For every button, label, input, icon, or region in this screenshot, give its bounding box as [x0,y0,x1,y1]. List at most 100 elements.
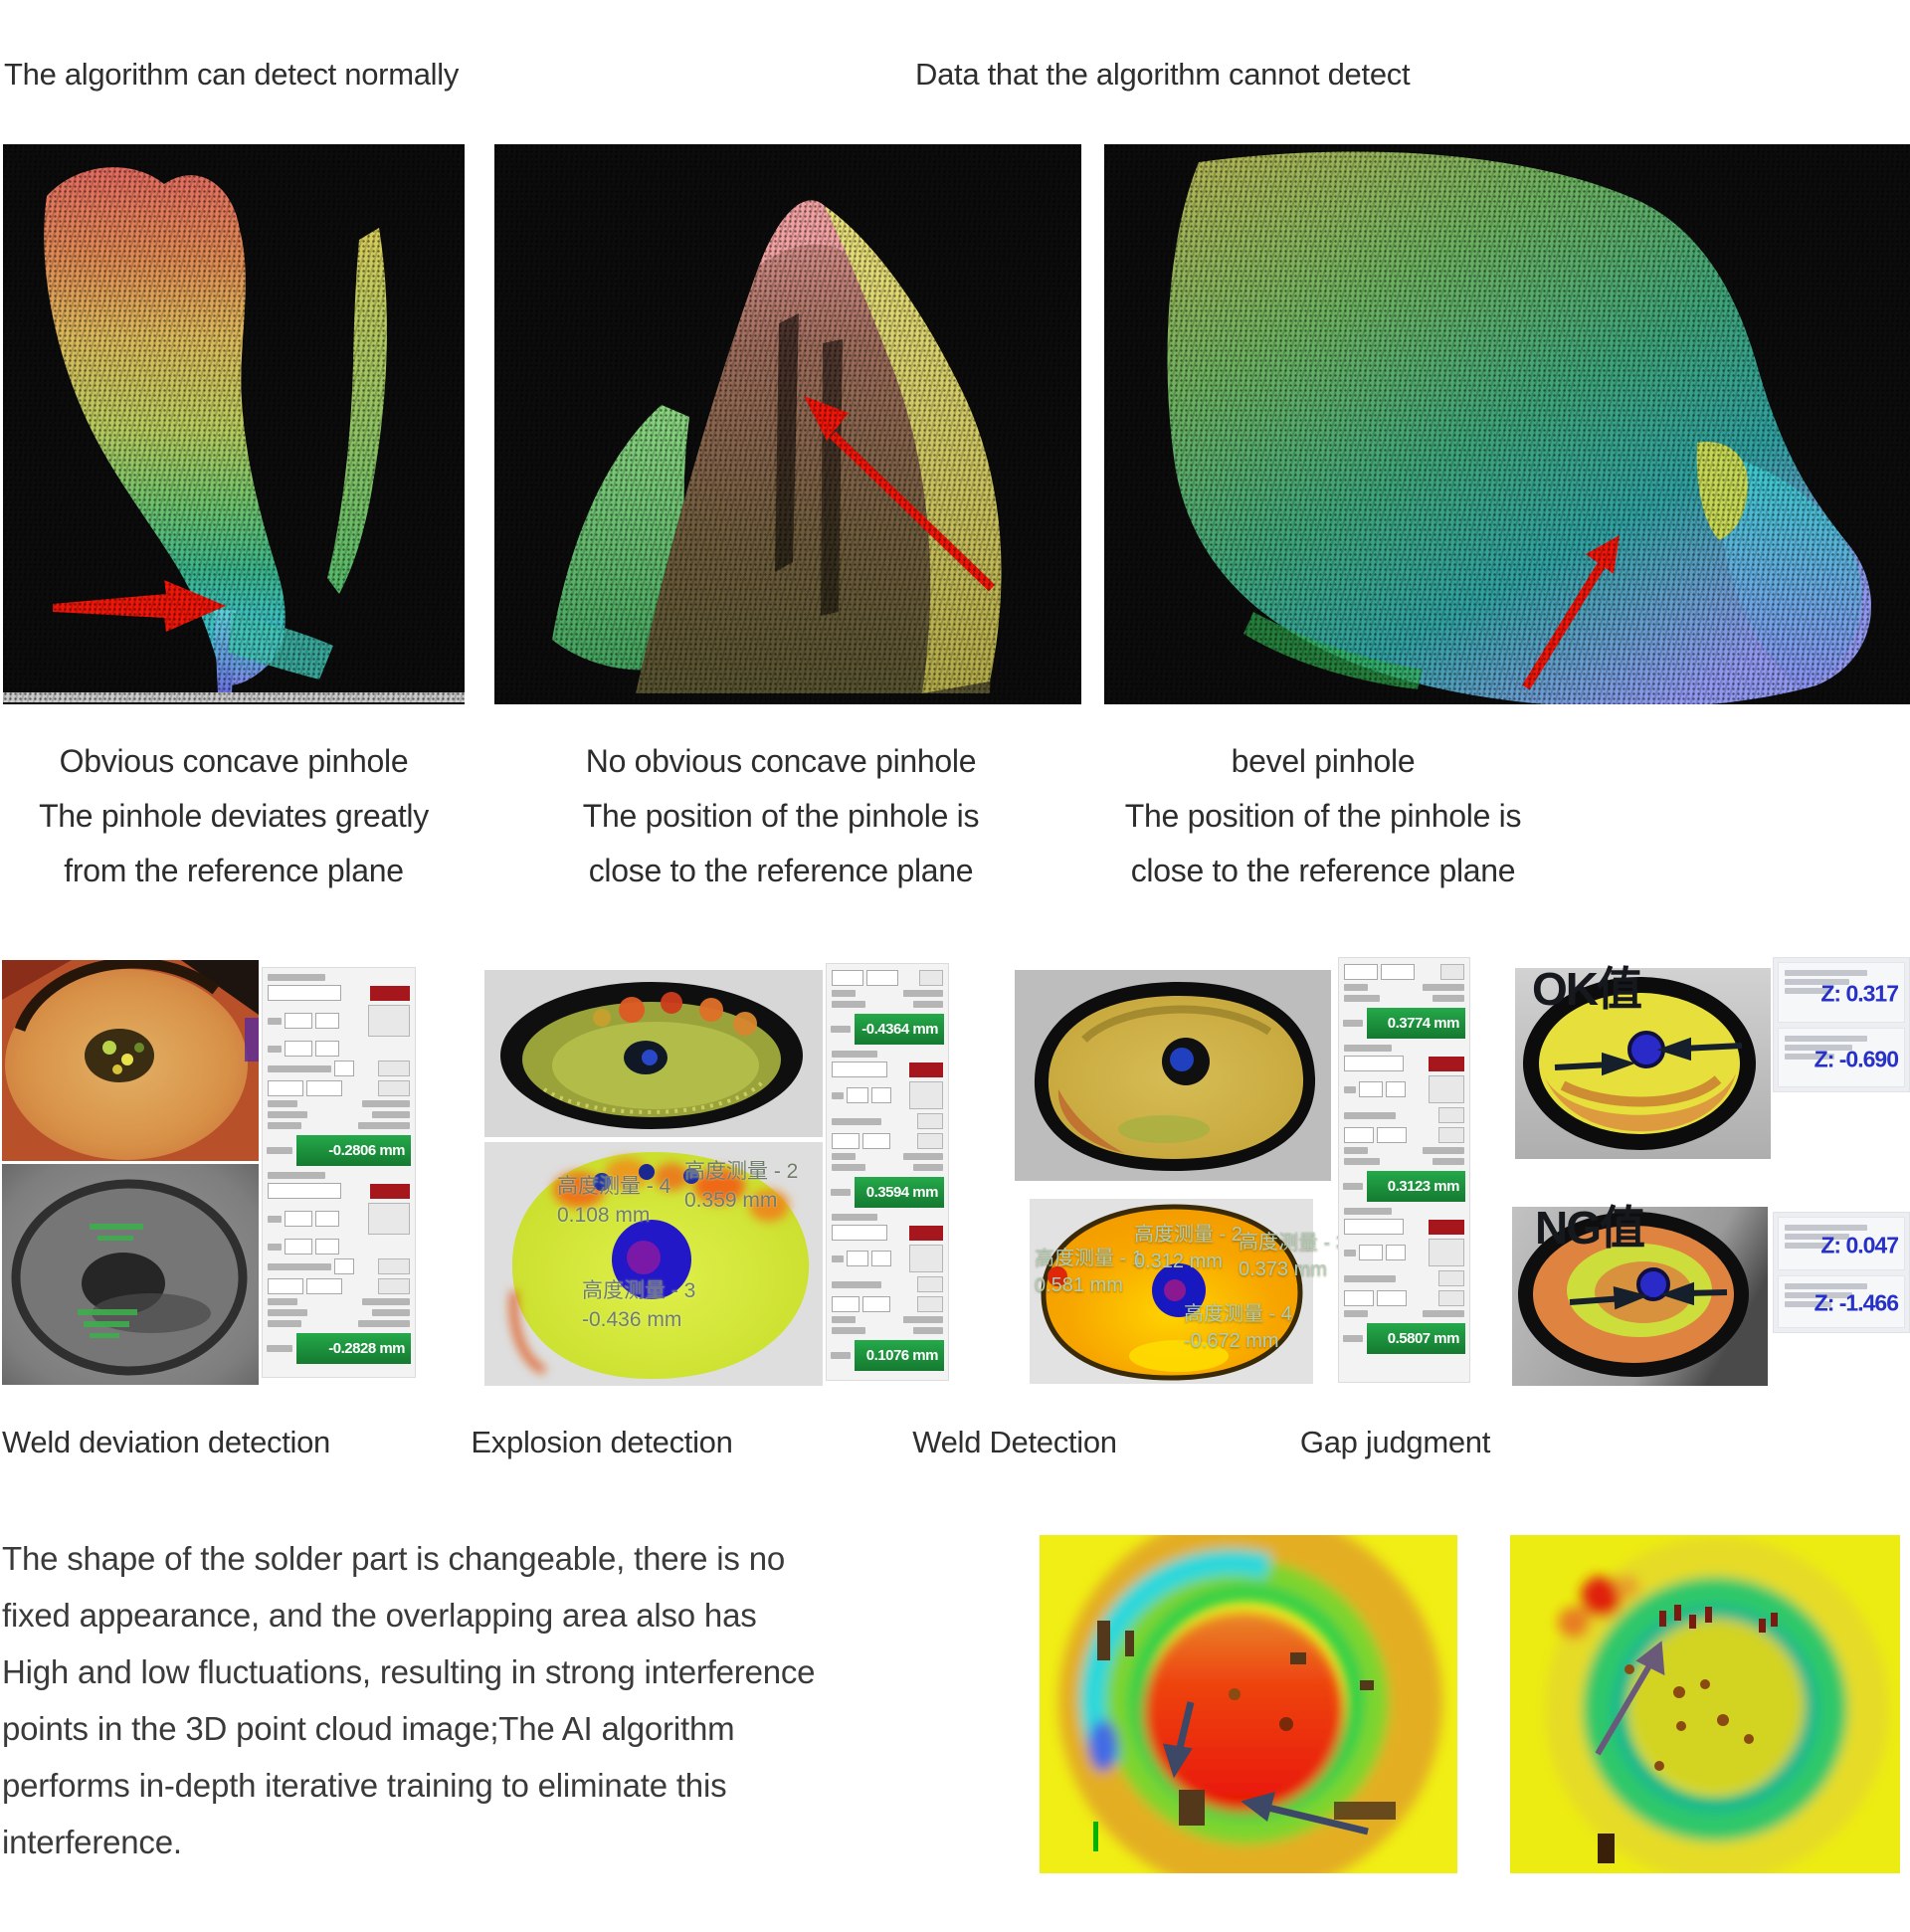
pointcloud-2-graphic [552,200,1002,693]
explosion-photo-graphic [484,970,823,1137]
caption-line: bevel pinhole [1231,743,1416,779]
panel-red-button [370,1183,410,1199]
z-value: Z: -0.690 [1814,1046,1899,1072]
panel-red-button [1429,1219,1464,1235]
caption-pointcloud-2: No obvious concave pinhole The position … [502,734,1059,898]
spatter-dots [1624,1647,1754,1771]
weld-photo-color [2,960,259,1161]
panel-gray-button [909,1081,943,1109]
panel-gray-button [1429,1239,1464,1266]
panel-red-button [370,985,410,1001]
weld-photo-grayscale [2,1164,259,1385]
caption-explosion: Explosion detection [471,1425,733,1459]
solder-ring-heatmap-green-graphic [1510,1535,1900,1873]
z-card: Z: 0.317 [1778,962,1905,1023]
z-card: Z: -0.690 [1778,1027,1905,1087]
caption-line: The position of the pinhole is [582,798,980,834]
caption-line: from the reference plane [64,853,404,888]
gap-arrows [1569,1281,1728,1310]
explosion-heatmap-graphic [484,1142,823,1386]
solder-ring-heatmap-red [1040,1535,1457,1873]
panel-red-button [909,1225,943,1241]
explosion-heatmap [484,1142,823,1386]
pointcloud-1-graphic [3,167,465,702]
debris-spots [1598,1605,1778,1863]
measure-value: 0.1076 mm [855,1340,944,1371]
annotation-height-3: 高度测量 - 3 -0.436 mm [582,1279,696,1331]
measure-panel-weld-deviation: -0.2806 mm -0.2828 mm [262,967,416,1378]
measure-value: -0.2806 mm [296,1135,411,1166]
window-bottom-bar [3,692,465,702]
panel-gray-button [1429,1075,1464,1103]
measure-value: 0.3774 mm [1367,1008,1465,1039]
caption-gap-judgment: Gap judgment [1299,1425,1491,1459]
paragraph-line: The shape of the solder part is changeab… [2,1540,786,1577]
caption-line: The pinhole deviates greatly [39,798,429,834]
gap-ng-photo [1512,1207,1768,1386]
annotation-height-4: 高度测量 - 4 -0.672 mm [1184,1303,1292,1352]
header-cannot-detect: Data that the algorithm cannot detect [915,57,1411,92]
ok-value-label: OK值 [1532,963,1642,1015]
gap-ng-info: Z: 0.047 Z: -1.466 [1773,1212,1910,1333]
caption-line: No obvious concave pinhole [585,743,977,779]
pointcloud-image-bevel-pinhole [1104,144,1910,704]
direction-arrow [1595,1641,1665,1756]
caption-weld-deviation: Weld deviation detection [2,1425,331,1459]
caption-pointcloud-3: bevel pinhole The position of the pinhol… [1050,734,1597,898]
panel-red-button [909,1062,943,1077]
panel-red-button [1429,1056,1464,1071]
paragraph-line: fixed appearance, and the overlapping ar… [2,1597,757,1634]
solder-description-paragraph: The shape of the solder part is changeab… [2,1530,1037,1870]
paragraph-line: interference. [2,1824,182,1860]
weld-detection-photo-graphic [1015,970,1331,1181]
caption-line: The position of the pinhole is [1124,798,1522,834]
measure-value: 0.5807 mm [1367,1323,1465,1354]
solder-ring-heatmap-green [1510,1535,1900,1873]
measure-panel-weld-detection: 0.3774 mm 0.3123 mm 0.5807 mm [1338,957,1470,1383]
weld-photo-grayscale-graphic [2,1164,259,1385]
pointcloud-3-graphic [1167,151,1872,704]
caption-line: Obvious concave pinhole [59,743,409,779]
panel-gray-button [368,1203,410,1235]
measure-panel-explosion: -0.4364 mm 0.3594 mm 0.1076 mm [826,963,949,1381]
pointcloud-image-no-obvious-pinhole [494,144,1081,704]
measure-value: 0.3594 mm [855,1177,944,1208]
annotation-height-3: 高度测量 - 3 0.373 mm [1239,1232,1347,1280]
green-annotation-marks [78,1224,143,1338]
caption-line: close to the reference plane [1130,853,1516,888]
paragraph-line: High and low fluctuations, resulting in … [2,1653,816,1690]
gap-ok-info: Z: 0.317 Z: -0.690 [1773,957,1910,1092]
z-card: Z: 0.047 [1778,1217,1905,1270]
caption-weld-detection: Weld Detection [912,1425,1117,1459]
weld-photo-color-graphic [2,960,259,1161]
pointcloud-image-obvious-pinhole [3,144,465,704]
weld-detection-heatmap-graphic [1030,1199,1313,1384]
z-value: Z: 0.047 [1820,1232,1899,1258]
annotation-height-2: 高度测量 - 2 0.359 mm [684,1160,799,1212]
z-card: Z: -1.466 [1778,1274,1905,1328]
weld-detection-photo [1015,970,1331,1181]
annotation-height-1: 高度测量 - 1 0.581 mm [1035,1248,1143,1296]
measure-value: 0.3123 mm [1367,1171,1465,1202]
gap-ok-photo-graphic [1515,968,1771,1159]
panel-gray-button [909,1245,943,1272]
paragraph-line: performs in-depth iterative training to … [2,1767,727,1804]
measure-value: -0.4364 mm [855,1014,944,1045]
measure-value: -0.2828 mm [296,1333,411,1364]
ng-value-label: NG值 [1535,1202,1645,1254]
z-value: Z: 0.317 [1820,980,1899,1007]
gap-arrows [1554,1037,1743,1076]
annotation-height-4: 高度测量 - 4 0.108 mm [557,1175,671,1227]
solder-ring-heatmap-red-graphic [1040,1535,1457,1873]
caption-line: close to the reference plane [588,853,974,888]
header-detect-normally: The algorithm can detect normally [4,57,460,92]
explosion-photo [484,970,823,1137]
direction-arrows [1162,1701,1369,1835]
panel-gray-button [368,1005,410,1037]
gap-ng-photo-graphic [1512,1207,1768,1386]
annotation-height-2: 高度测量 - 2 0.312 mm [1134,1224,1242,1272]
weld-detection-heatmap [1030,1199,1313,1384]
caption-pointcloud-1: Obvious concave pinhole The pinhole devi… [0,734,468,898]
debris-spots [1097,1621,1396,1826]
